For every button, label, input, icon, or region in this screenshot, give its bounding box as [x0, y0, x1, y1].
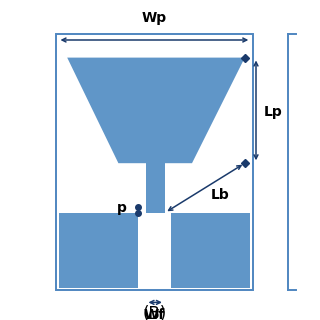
Polygon shape: [67, 58, 245, 163]
Bar: [59, 213, 138, 288]
Text: Wp: Wp: [142, 11, 167, 25]
Bar: [146, 163, 165, 213]
FancyBboxPatch shape: [56, 34, 253, 290]
Text: (B): (B): [142, 305, 167, 320]
Text: Lp: Lp: [264, 105, 283, 119]
Bar: [171, 213, 250, 288]
Text: Lb: Lb: [211, 188, 230, 202]
Text: Wf: Wf: [144, 308, 165, 320]
Text: p: p: [116, 201, 126, 215]
